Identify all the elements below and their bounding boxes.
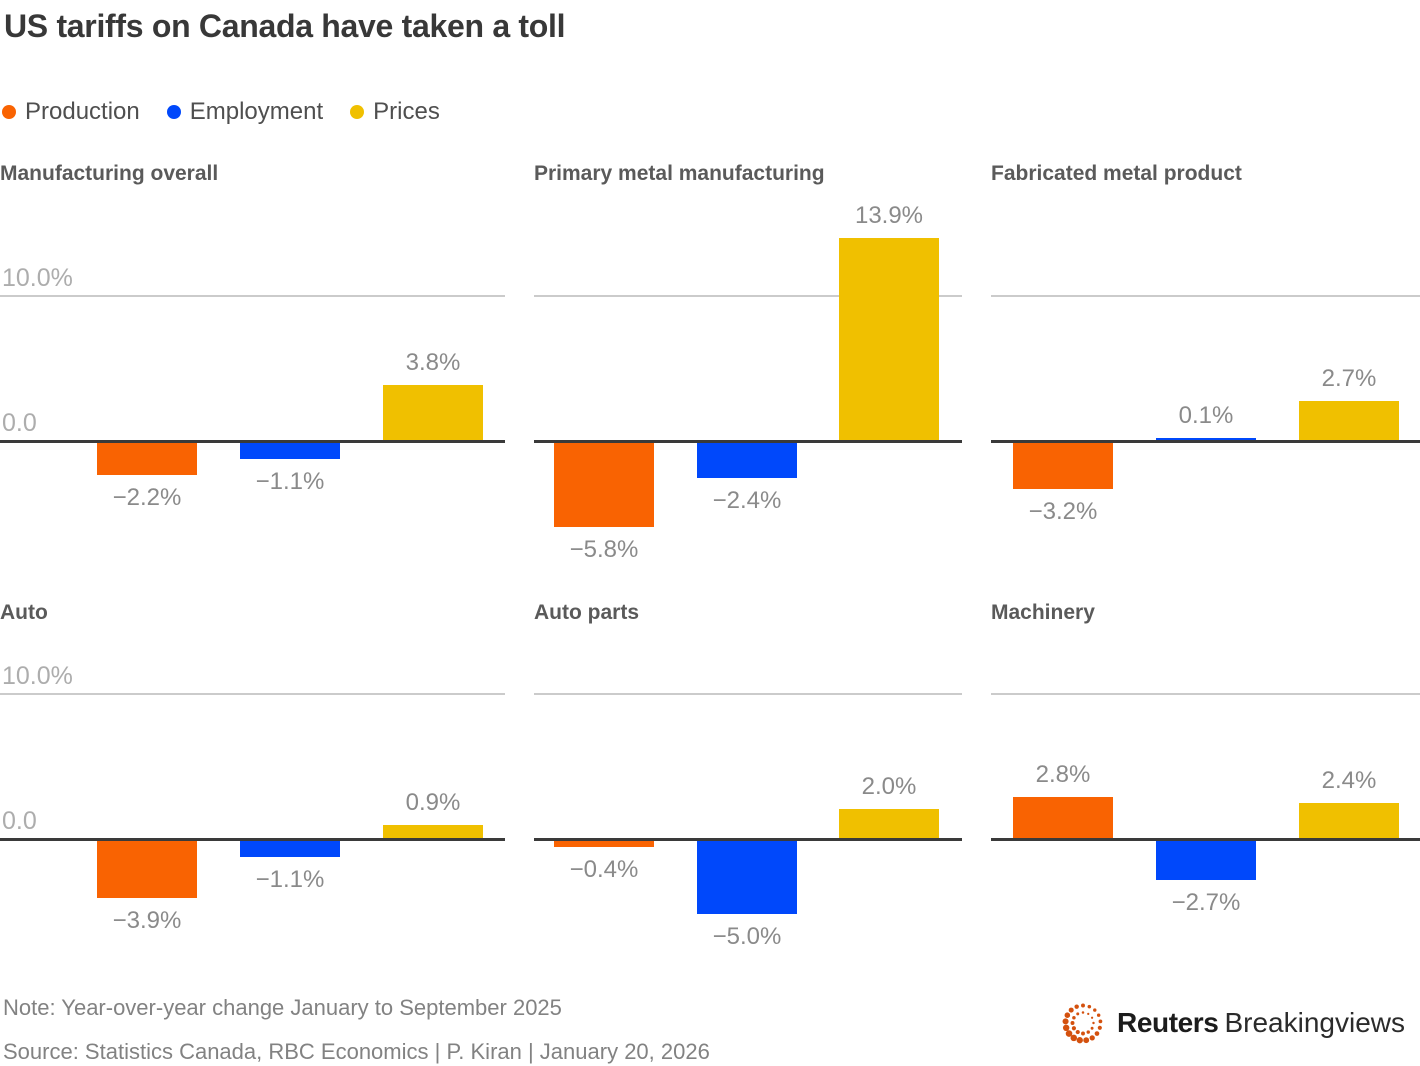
bar-value-label: 0.9% (405, 788, 461, 816)
bar-value-label: 13.9% (854, 202, 924, 230)
chart-grid: Manufacturing overall 10.0% 0.0 −2.2% −1.… (0, 150, 1420, 958)
bar-production (554, 841, 654, 847)
plot-area: 10.0% 0.0 −2.2% −1.1% 3.8% (0, 192, 505, 575)
zero-axis-line (991, 440, 1420, 443)
chart-panel: Fabricated metal product −3.2% 0.1% 2.7% (991, 150, 1420, 575)
page-title: US tariffs on Canada have taken a toll (4, 8, 566, 44)
gridline-10pct (534, 693, 962, 695)
plot-area: 10.0% 0.0 −3.9% −1.1% 0.9% (0, 631, 505, 958)
bar-employment (240, 841, 340, 857)
bar-value-label: −2.7% (1171, 889, 1241, 917)
panel-title: Primary metal manufacturing (534, 162, 825, 185)
chart-panel: Manufacturing overall 10.0% 0.0 −2.2% −1.… (0, 150, 505, 575)
plot-area: −0.4% −5.0% 2.0% (534, 631, 962, 958)
logo-brand: Reuters (1117, 1007, 1219, 1038)
chart-panel: Primary metal manufacturing −5.8% −2.4% 13… (534, 150, 962, 575)
plot-area: −5.8% −2.4% 13.9% (534, 192, 962, 575)
bar-value-label: −5.0% (712, 922, 782, 950)
employment-dot-icon (166, 105, 181, 119)
bar-value-label: −0.4% (569, 855, 639, 883)
logo-product: Breakingviews (1224, 1007, 1405, 1038)
legend-label-production: Production (25, 98, 140, 125)
bar-production (554, 443, 654, 528)
bar-value-label: 0.1% (1178, 402, 1234, 429)
legend-item-employment: Employment (166, 98, 324, 126)
plot-area: 2.8% −2.7% 2.4% (991, 631, 1420, 958)
bar-value-label: 2.0% (861, 773, 917, 800)
bar-production (97, 841, 197, 898)
gridline-10pct (0, 693, 505, 695)
axis-tick-10pct: 10.0% (2, 662, 73, 690)
bar-prices (839, 809, 939, 838)
bar-value-label: 2.8% (1035, 761, 1091, 789)
bar-employment (1156, 438, 1256, 440)
source-line: Source: Statistics Canada, RBC Economics… (3, 1039, 710, 1064)
panel-title: Machinery (991, 601, 1095, 624)
bar-production (1013, 797, 1113, 838)
bar-value-label: 2.4% (1321, 767, 1377, 795)
bar-prices (383, 384, 483, 440)
bar-production (97, 443, 197, 475)
bar-value-label: 3.8% (405, 348, 461, 376)
bar-value-label: −3.2% (1028, 498, 1098, 526)
bar-value-label: −5.8% (569, 536, 639, 564)
bar-value-label: −2.4% (712, 486, 782, 514)
bar-value-label: −2.2% (112, 483, 182, 511)
axis-tick-zero: 0.0 (2, 807, 37, 835)
bar-prices (839, 238, 939, 440)
bar-value-label: −3.9% (112, 906, 182, 934)
bar-prices (383, 824, 483, 838)
bar-value-label: −1.1% (255, 865, 325, 893)
legend: Production Employment Prices (2, 98, 440, 126)
bar-employment (1156, 841, 1256, 881)
chart-panel: Auto parts −0.4% −5.0% 2.0% (534, 589, 962, 958)
gridline-10pct (991, 295, 1420, 297)
legend-item-production: Production (2, 98, 140, 126)
legend-label-employment: Employment (189, 98, 324, 125)
zero-axis-line (534, 838, 962, 841)
bar-value-label: 2.7% (1321, 364, 1377, 392)
legend-item-prices: Prices (350, 98, 440, 126)
bar-employment (697, 841, 797, 914)
panel-title: Auto (0, 601, 48, 624)
axis-tick-10pct: 10.0% (2, 264, 73, 292)
reuters-logo-icon (1062, 1003, 1103, 1044)
bar-employment (697, 443, 797, 478)
gridline-10pct (534, 295, 962, 297)
zero-axis-line (991, 838, 1420, 841)
axis-tick-zero: 0.0 (2, 409, 37, 437)
bar-prices (1299, 400, 1399, 440)
bar-prices (1299, 803, 1399, 838)
legend-label-prices: Prices (373, 98, 440, 125)
plot-area: −3.2% 0.1% 2.7% (991, 192, 1420, 575)
footnote: Note: Year-over-year change January to S… (3, 995, 562, 1020)
reuters-breakingviews-logo: Reuters Breakingviews (1060, 1000, 1405, 1046)
zero-axis-line (0, 838, 505, 841)
panel-title: Fabricated metal product (991, 162, 1242, 185)
gridline-10pct (0, 295, 505, 297)
gridline-10pct (991, 693, 1420, 695)
bar-employment (240, 443, 340, 459)
logo-text: Reuters Breakingviews (1117, 1007, 1405, 1039)
chart-panel: Auto 10.0% 0.0 −3.9% −1.1% 0.9% (0, 589, 505, 958)
zero-axis-line (0, 440, 505, 443)
bar-value-label: −1.1% (255, 467, 325, 495)
production-dot-icon (2, 105, 16, 119)
panel-title: Auto parts (534, 601, 639, 624)
bar-production (1013, 443, 1113, 490)
zero-axis-line (534, 440, 962, 443)
chart-panel: Machinery 2.8% −2.7% 2.4% (991, 589, 1420, 958)
prices-dot-icon (350, 105, 365, 119)
panel-title: Manufacturing overall (0, 162, 219, 185)
